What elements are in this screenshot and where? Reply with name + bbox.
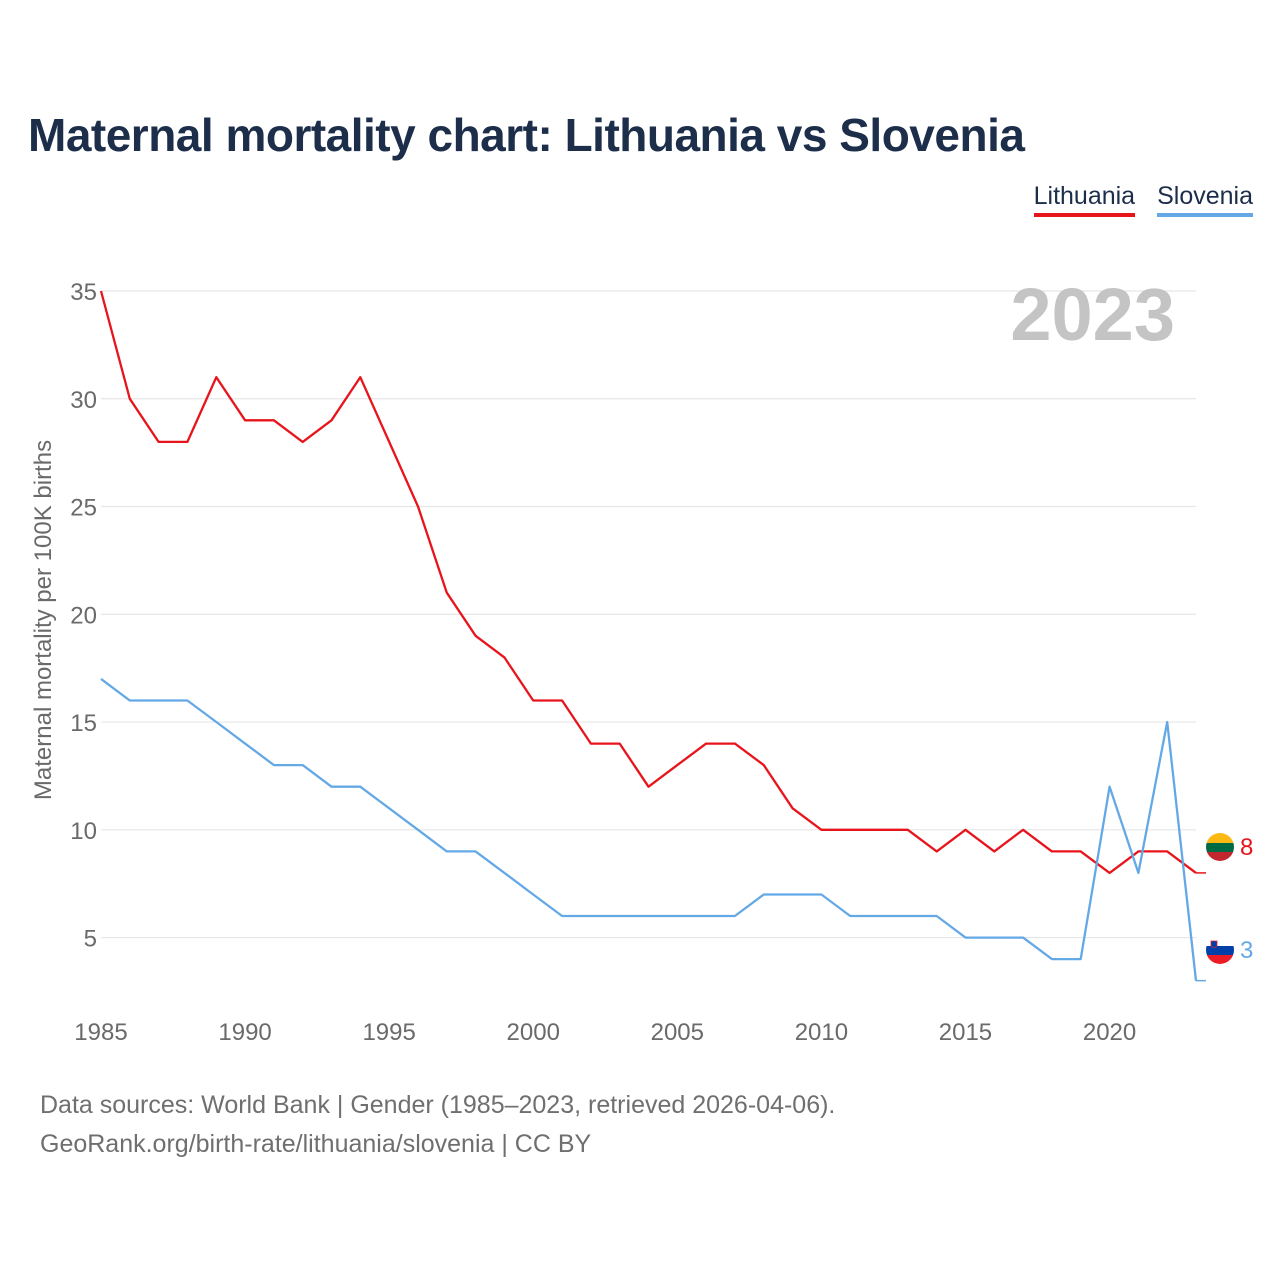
y-tick-label: 30 <box>70 387 97 414</box>
chart-title: Maternal mortality chart: Lithuania vs S… <box>28 109 1025 161</box>
x-tick-label: 2020 <box>1083 1019 1136 1046</box>
x-tick-label: 2000 <box>507 1019 560 1046</box>
lithuania-end-value: 8 <box>1240 834 1253 861</box>
legend: Lithuania Slovenia <box>1033 182 1253 217</box>
series-line-slovenia[interactable] <box>100 677 1198 981</box>
x-tick-label: 1995 <box>362 1019 415 1046</box>
series-line-lithuania[interactable] <box>99 290 1197 875</box>
x-tick-label: 2010 <box>795 1019 848 1046</box>
legend-item-slovenia[interactable]: Slovenia <box>1157 182 1253 217</box>
y-axis-label: Maternal mortality per 100K births <box>30 440 57 800</box>
source-note: Data sources: World Bank | Gender (1985–… <box>40 1086 835 1164</box>
legend-item-lithuania[interactable]: Lithuania <box>1033 182 1136 217</box>
y-tick-label: 25 <box>70 495 97 522</box>
current-year-label: 2023 <box>1010 273 1175 356</box>
y-tick-label: 5 <box>84 926 97 953</box>
x-axis: 1985 1990 1995 2000 2005 2010 2015 2020 <box>74 1019 1136 1046</box>
grid <box>101 290 1196 939</box>
x-tick-label: 1990 <box>218 1019 271 1046</box>
slovenia-flag-icon <box>1206 936 1234 964</box>
source-line-2[interactable]: GeoRank.org/birth-rate/lithuania/sloveni… <box>40 1130 592 1158</box>
series <box>99 290 1206 982</box>
lithuania-flag-icon <box>1206 833 1234 861</box>
y-tick-label: 10 <box>70 818 97 845</box>
y-tick-label: 20 <box>70 602 97 629</box>
y-axis: 5 10 15 20 25 30 35 <box>70 279 97 953</box>
y-tick-label: 35 <box>70 279 97 306</box>
slovenia-end-value: 3 <box>1240 937 1253 964</box>
x-tick-label: 2005 <box>651 1019 704 1046</box>
x-tick-label: 2015 <box>939 1019 992 1046</box>
source-line-1: Data sources: World Bank | Gender (1985–… <box>40 1091 836 1119</box>
y-tick-label: 15 <box>70 710 97 737</box>
x-tick-label: 1985 <box>74 1019 127 1046</box>
